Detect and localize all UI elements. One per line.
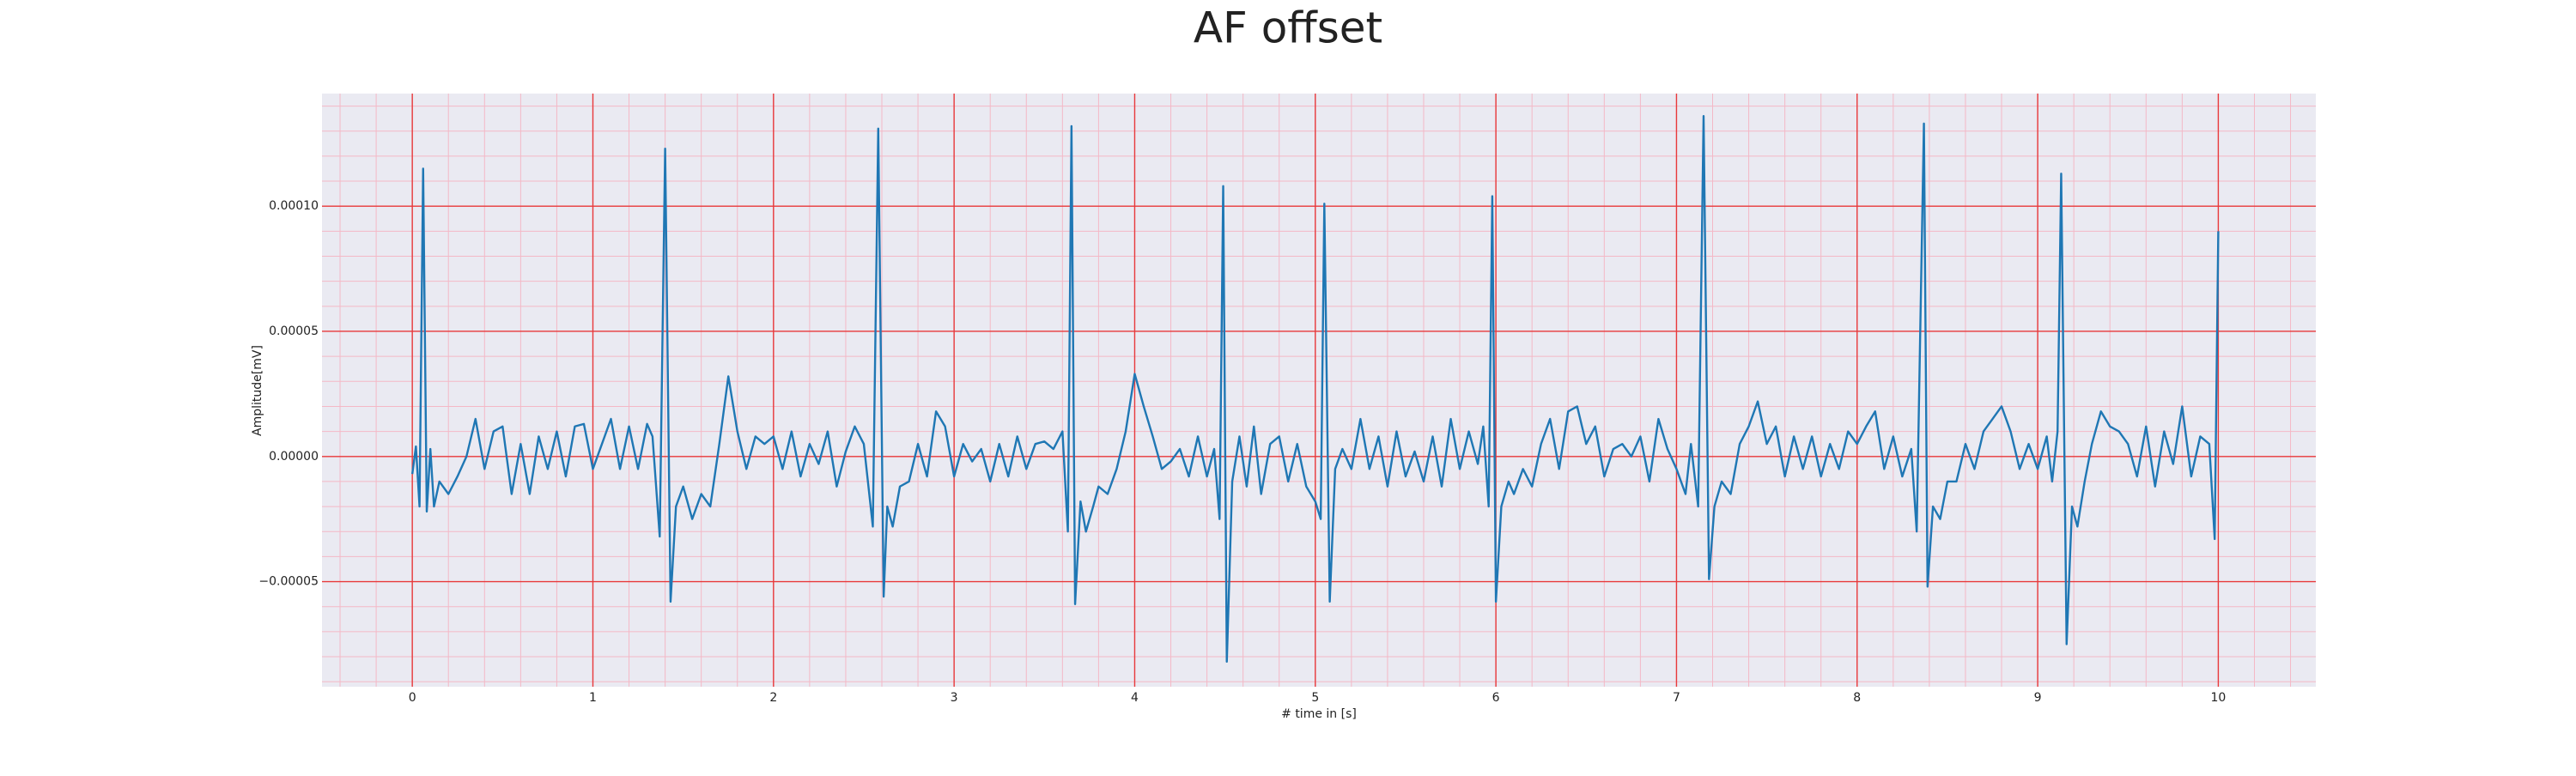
line-series	[410, 115, 2220, 664]
y-tick-label: −0.00005	[258, 575, 319, 589]
x-tick-label: 7	[1673, 691, 1680, 705]
x-tick-label: 1	[589, 691, 597, 705]
x-tick-label: 2	[769, 691, 777, 705]
x-tick-label: 10	[2211, 691, 2227, 705]
x-axis-label: # time in [s]	[1281, 707, 1357, 721]
x-tick-label: 0	[409, 691, 416, 705]
y-tick-label: 0.00005	[269, 324, 319, 338]
y-tick-label: 0.00000	[269, 450, 319, 464]
x-tick-label: 5	[1311, 691, 1319, 705]
x-tick-label: 4	[1131, 691, 1139, 705]
x-tick-label: 6	[1492, 691, 1500, 705]
x-tick-label: 8	[1853, 691, 1861, 705]
y-tick-label: 0.00010	[269, 199, 319, 213]
x-tick-label: 9	[2034, 691, 2042, 705]
plot-background	[322, 94, 2316, 687]
y-axis-label: Amplitude[mV]	[251, 345, 264, 436]
x-tick-label: 3	[951, 691, 958, 705]
chart-title: AF offset	[1194, 3, 1382, 53]
